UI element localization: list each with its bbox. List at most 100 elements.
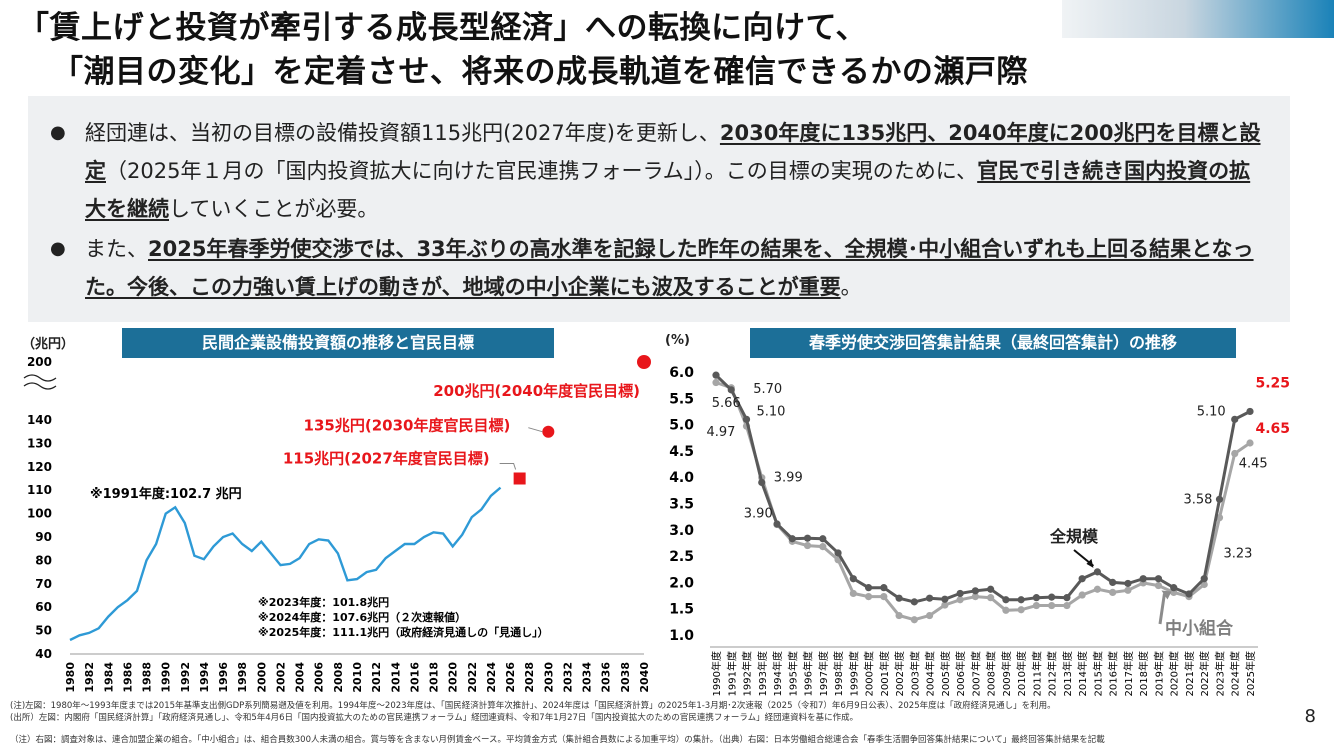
x-tick-label: 2013年度 xyxy=(1061,651,1074,696)
data-point xyxy=(1124,579,1132,588)
data-label: 3.58 xyxy=(1183,492,1212,507)
y-tick-label: 90 xyxy=(35,530,52,544)
data-point xyxy=(864,593,873,601)
target-2027-marker xyxy=(513,472,526,485)
target-2030-leader xyxy=(528,427,543,433)
x-tick-label: 2009年度 xyxy=(1000,651,1013,696)
data-point xyxy=(941,595,949,603)
data-point xyxy=(1063,594,1071,602)
x-tick-label: 2022 xyxy=(466,662,479,693)
left-chart-unit: （兆円） xyxy=(22,337,75,352)
y-tick-label: 130 xyxy=(27,436,52,450)
target-2030-label: 135兆円(2030年度官民目標) xyxy=(304,417,511,435)
y-tick-label: 3.5 xyxy=(669,497,694,513)
data-point xyxy=(834,549,842,557)
y-tick-label: 100 xyxy=(27,507,52,521)
bullet-part: 経団連は、当初の目標の設備投資額115兆円(2027年度)を更新し、 xyxy=(85,121,720,145)
y-tick-label: 1.0 xyxy=(669,628,694,644)
x-tick-label: 2032 xyxy=(561,662,574,693)
x-tick-label: 2003年度 xyxy=(908,651,921,696)
data-point xyxy=(1017,596,1025,604)
series-label-arrow xyxy=(1158,593,1166,625)
x-tick-label: 1993年度 xyxy=(756,651,769,696)
data-point xyxy=(1017,606,1025,614)
x-tick-label: 1998年度 xyxy=(832,651,845,696)
right-chart-title: 春季労使交渉回答集計結果（最終回答集計）の推移 xyxy=(750,328,1236,358)
x-tick-label: 1990 xyxy=(160,662,173,693)
y-tick-label: 60 xyxy=(35,600,52,614)
data-point xyxy=(1170,584,1178,592)
data-point xyxy=(1246,439,1254,447)
data-point xyxy=(803,541,812,550)
y-tick-label: 4.5 xyxy=(669,444,694,460)
y-tick-label: 6.0 xyxy=(669,365,694,381)
x-tick-label: 2020年度 xyxy=(1168,651,1181,696)
data-point xyxy=(1002,596,1010,604)
bullet-2: ● また、2025年春季労使交渉では、33年ぶりの高水準を記録した昨年の結果を、… xyxy=(50,230,1265,306)
series-label-small-unions: 中小組合 xyxy=(1165,618,1234,639)
data-point xyxy=(1185,590,1193,598)
target-2040-label: 200兆円(2040年度官民目標) xyxy=(433,382,640,400)
x-tick-label: 2021年度 xyxy=(1183,651,1196,696)
x-tick-label: 2004 xyxy=(294,662,307,693)
header-decoration xyxy=(1062,0,1334,38)
target-2030-marker xyxy=(542,425,555,438)
bullet-part-emphasis: 2030年度に135兆円、2040年度に200兆円を目標と設定 xyxy=(85,121,1261,183)
page-number: 8 xyxy=(1304,706,1316,727)
data-point xyxy=(1002,606,1010,614)
bullet-part: 。 xyxy=(840,275,862,299)
data-point xyxy=(910,598,918,606)
data-point xyxy=(1231,415,1239,423)
footnote-1: (注)左図：1980年～1993年度までは2015年基準支出側GDP系列簡易遡及… xyxy=(10,701,1056,711)
x-tick-label: 2008 xyxy=(332,662,345,693)
data-point xyxy=(758,478,766,487)
data-point xyxy=(926,594,934,602)
x-tick-label: 2000年度 xyxy=(863,651,876,696)
data-point xyxy=(956,596,964,604)
data-point xyxy=(1048,601,1056,610)
x-tick-label: 2016 xyxy=(408,662,421,693)
data-label: 5.70 xyxy=(753,382,782,397)
y-tick-label: 120 xyxy=(27,460,52,474)
y-tick-label: 5.0 xyxy=(669,418,694,434)
x-tick-label: 2005年度 xyxy=(939,651,952,696)
axis-break-mark xyxy=(23,374,57,382)
data-label: 3.90 xyxy=(744,506,773,521)
x-tick-label: 2014 xyxy=(389,662,402,693)
data-point xyxy=(971,587,979,595)
x-tick-label: 2022年度 xyxy=(1198,651,1211,696)
x-tick-label: 1986 xyxy=(121,662,134,693)
bullet-marker: ● xyxy=(50,238,66,259)
x-tick-label: 1992 xyxy=(179,662,192,693)
y-tick-label: 50 xyxy=(35,624,52,638)
page-title-line2: 「潮目の変化」を定着させ、将来の成長軌道を確信できるかの瀬戸際 xyxy=(52,54,1028,90)
data-point xyxy=(864,584,873,592)
y-tick-label: 3.0 xyxy=(669,523,694,539)
x-tick-label: 2004年度 xyxy=(924,651,937,696)
x-tick-label: 2038 xyxy=(619,662,632,693)
x-tick-label: 1995年度 xyxy=(786,651,799,696)
x-tick-label: 1996 xyxy=(217,662,230,693)
data-point xyxy=(1032,601,1040,610)
investment-series-line xyxy=(69,486,502,642)
data-point xyxy=(1048,593,1056,601)
bullet-marker: ● xyxy=(50,122,66,143)
data-label: 5.10 xyxy=(757,404,786,419)
data-point xyxy=(1246,407,1254,416)
x-tick-label: 2024年度 xyxy=(1229,651,1242,696)
summary-box xyxy=(28,96,1290,322)
data-point xyxy=(895,611,903,620)
x-tick-label: 2020 xyxy=(447,662,460,693)
x-tick-label: 2012年度 xyxy=(1046,651,1059,696)
data-label: 4.45 xyxy=(1239,457,1268,472)
x-tick-label: 1982 xyxy=(83,662,96,693)
x-tick-label: 2002年度 xyxy=(893,651,906,696)
data-point xyxy=(819,543,827,551)
y-tick-label: 40 xyxy=(35,647,52,661)
data-label: 5.10 xyxy=(1197,404,1226,419)
data-point xyxy=(1200,575,1208,583)
y-tick-label: 80 xyxy=(35,553,52,567)
data-point xyxy=(1078,575,1086,583)
x-tick-label: 2026 xyxy=(504,662,517,693)
